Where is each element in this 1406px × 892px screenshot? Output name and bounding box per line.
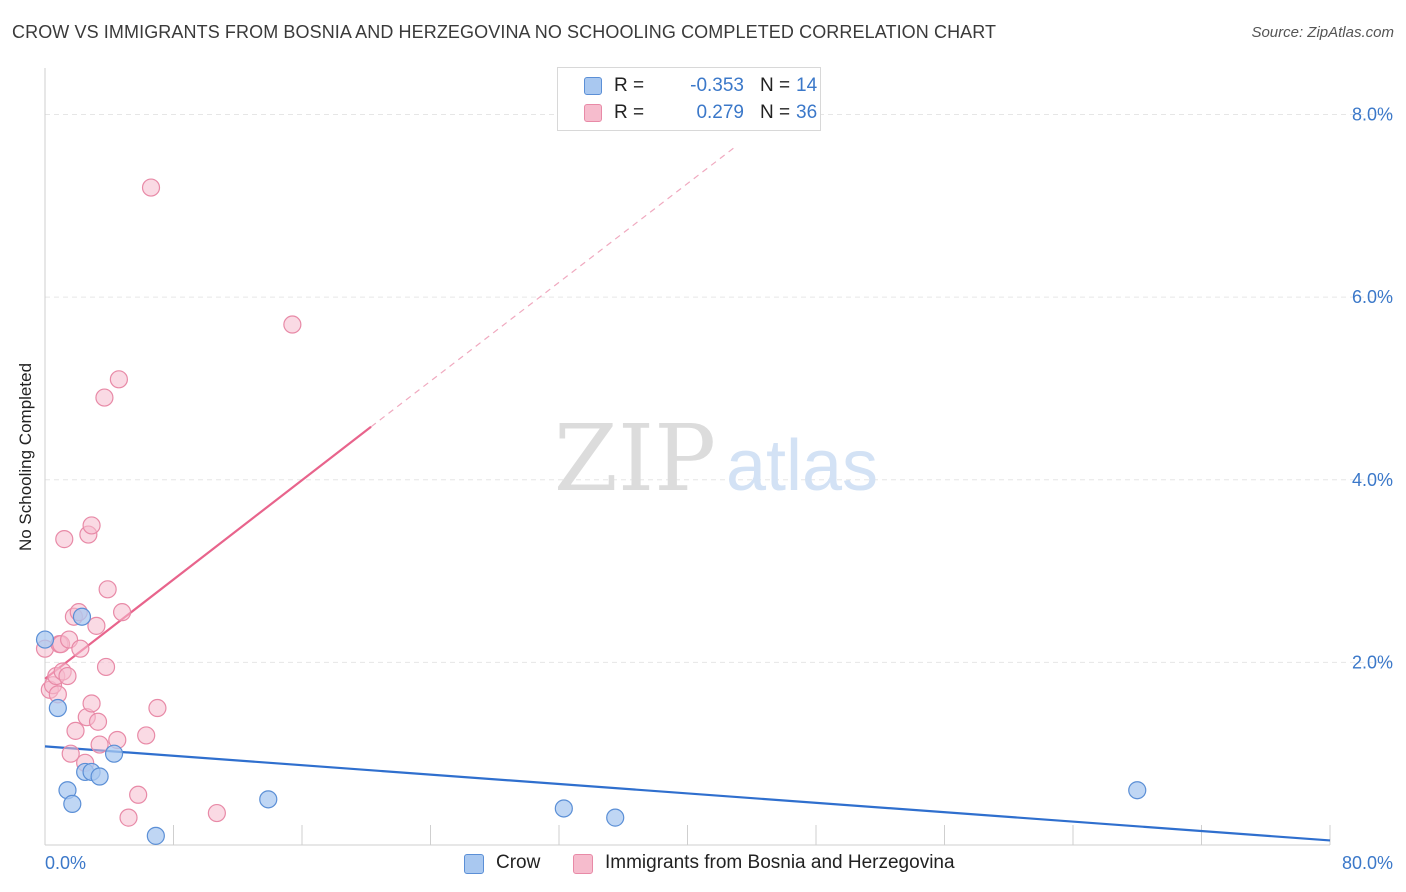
legend-label-crow: Crow <box>496 852 541 873</box>
bosnia-point <box>129 785 148 804</box>
y-tick-label: 6.0% <box>1352 287 1393 307</box>
bosnia-point <box>119 808 138 827</box>
r-label: R = <box>614 102 645 123</box>
correlation-legend: R = -0.353 N = 14 R = 0.279 N = 36 <box>557 67 821 131</box>
crow-point <box>259 790 278 809</box>
bosnia-point <box>96 657 116 677</box>
x-tick-label-min: 0.0% <box>45 853 86 873</box>
crow-trend-line <box>44 745 1331 842</box>
y-tick-label: 8.0% <box>1352 105 1393 125</box>
y-tick-label: 4.0% <box>1352 470 1393 490</box>
r-label: R = <box>614 75 645 96</box>
watermark-zip: ZIP <box>554 405 716 512</box>
bosnia-point <box>82 516 101 535</box>
bosnia-point <box>61 744 80 763</box>
trend-lines <box>44 146 1331 842</box>
watermark-atlas: atlas <box>726 426 878 506</box>
bosnia-legend-swatch <box>573 854 593 874</box>
n-label: N = <box>760 75 791 96</box>
bosnia-point <box>82 694 101 713</box>
crow-points <box>35 607 1147 845</box>
n-label: N = <box>760 102 791 123</box>
bosnia-point <box>95 388 114 407</box>
bosnia-trend-extension <box>370 146 737 428</box>
crow-point <box>606 808 625 827</box>
r-value: -0.353 <box>690 75 744 96</box>
bosnia-point <box>71 639 90 658</box>
bosnia-points <box>35 178 302 827</box>
n-value: 36 <box>796 102 818 123</box>
bosnia-swatch <box>584 104 602 122</box>
watermark: ZIP atlas <box>554 405 878 512</box>
crow-point <box>146 826 165 845</box>
grid-lines <box>45 114 1392 663</box>
bosnia-point <box>109 370 128 389</box>
bosnia-point <box>283 315 302 334</box>
r-value: 0.279 <box>696 102 744 123</box>
bosnia-trend-line <box>44 425 372 680</box>
source-label: Source: ZipAtlas.com <box>1251 24 1394 41</box>
bosnia-point <box>141 178 161 197</box>
bosnia-point <box>55 530 74 549</box>
bosnia-point <box>58 666 77 686</box>
crow-point <box>72 607 92 626</box>
x-tick-label-max: 80.0% <box>1342 853 1393 873</box>
crow-point <box>554 799 573 818</box>
y-tick-label: 2.0% <box>1352 652 1393 672</box>
bosnia-point <box>112 603 132 622</box>
bosnia-point <box>90 735 109 754</box>
crow-point <box>1128 781 1147 800</box>
crow-point <box>104 744 124 763</box>
crow-point <box>48 698 67 718</box>
n-value: 14 <box>796 75 818 96</box>
bosnia-point <box>66 721 85 740</box>
tick-labels: 2.0% 4.0% 6.0% 8.0% 0.0% 80.0% <box>45 105 1393 873</box>
crow-point <box>90 767 109 786</box>
crow-legend-swatch <box>464 854 484 874</box>
bosnia-point <box>207 803 226 823</box>
axes <box>44 68 1331 846</box>
bosnia-point <box>148 698 167 718</box>
bosnia-point <box>87 616 106 635</box>
chart-title: CROW VS IMMIGRANTS FROM BOSNIA AND HERZE… <box>12 22 997 42</box>
crow-swatch <box>584 77 602 95</box>
series-legend: Crow Immigrants from Bosnia and Herzegov… <box>0 852 1406 878</box>
crow-point <box>63 794 82 814</box>
bosnia-point <box>88 712 108 731</box>
legend-label-bosnia: Immigrants from Bosnia and Herzegovina <box>605 852 955 873</box>
bosnia-point <box>98 580 117 599</box>
bosnia-point <box>137 726 156 745</box>
crow-point <box>35 630 55 649</box>
